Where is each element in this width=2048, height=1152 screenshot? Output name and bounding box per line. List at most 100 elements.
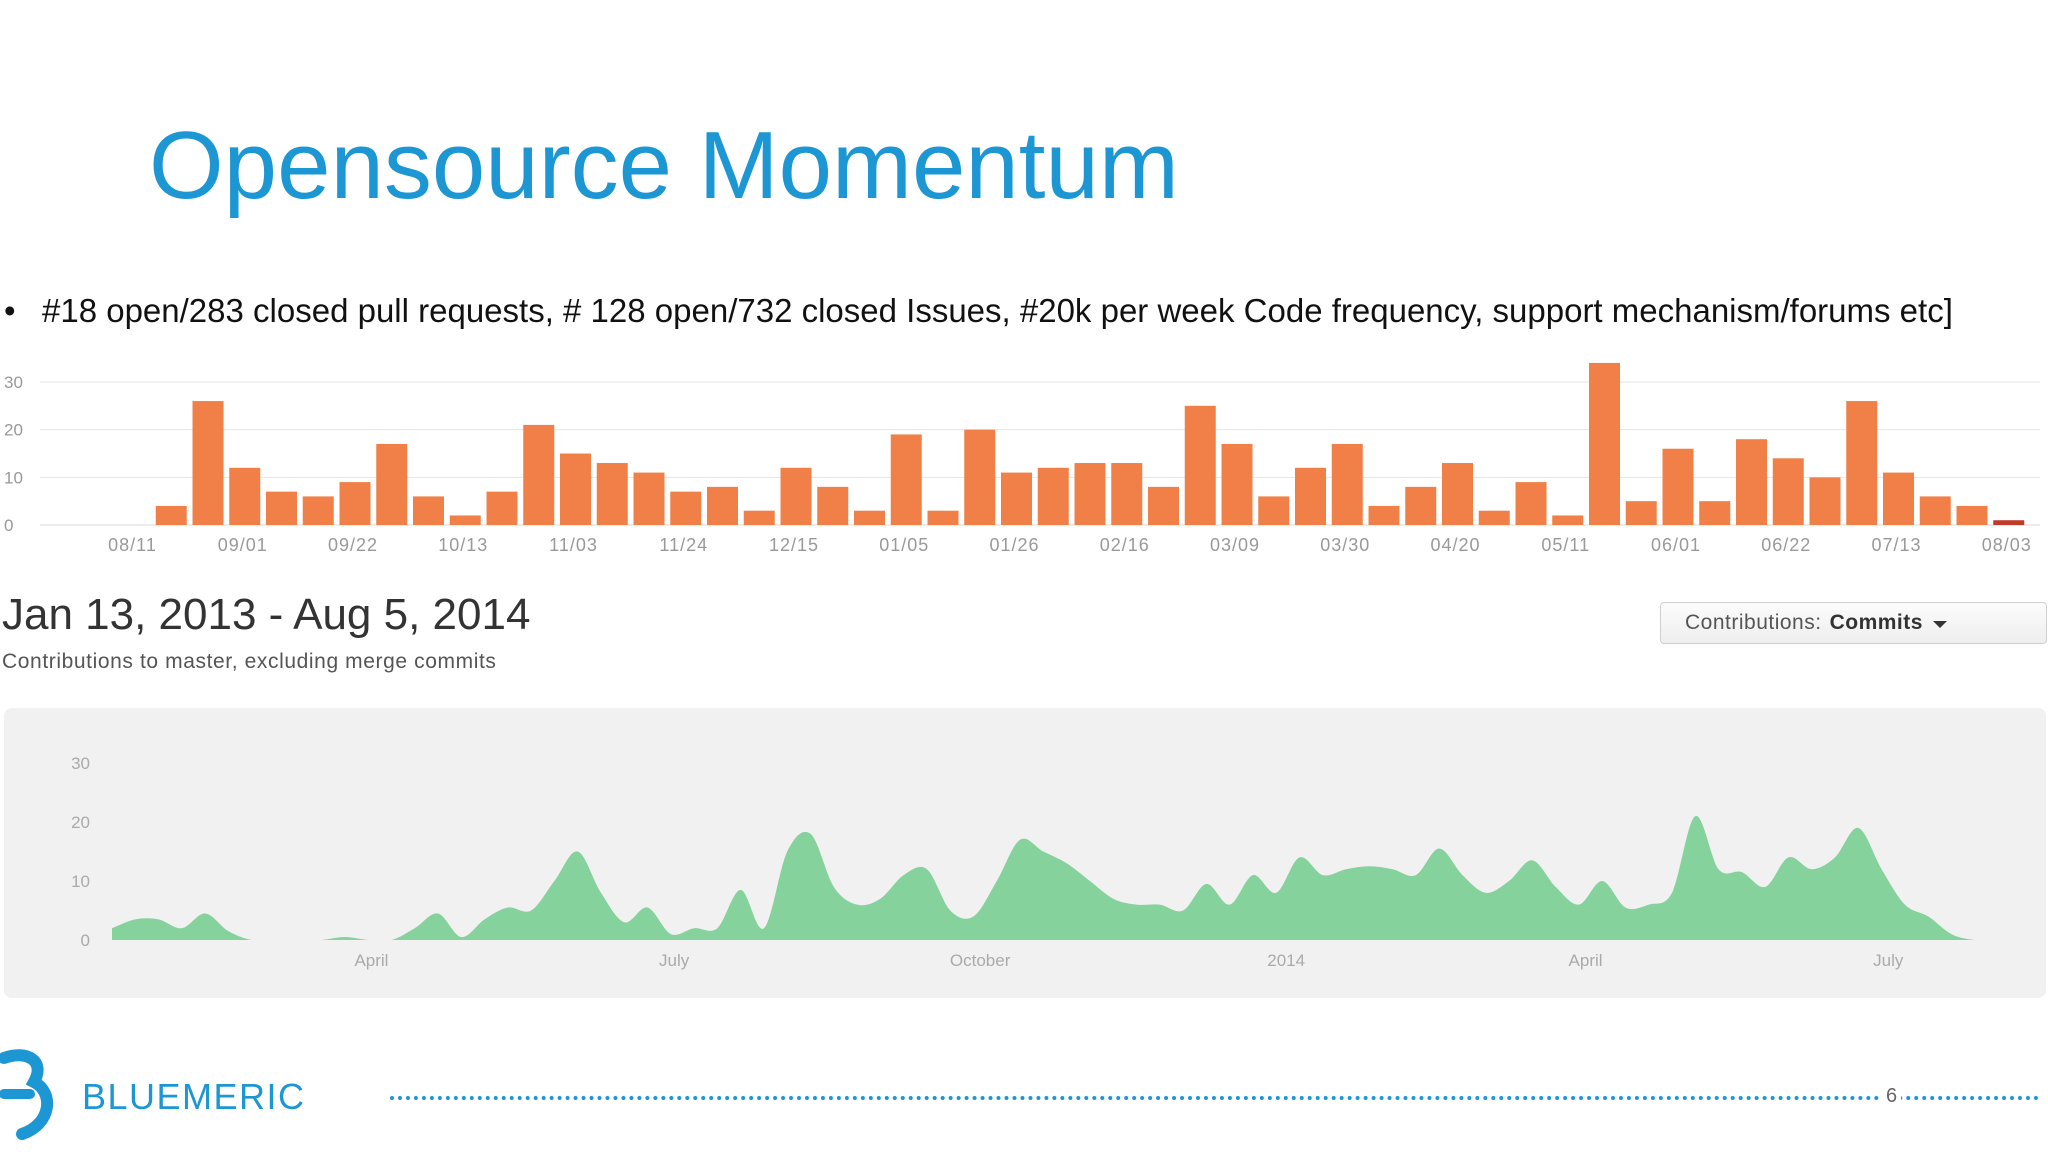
- bar-x-tick-label: 06/01: [1651, 535, 1701, 555]
- bar-x-tick-label: 03/30: [1320, 535, 1370, 555]
- bar-mark: [1846, 401, 1878, 525]
- bar-mark: [927, 510, 959, 525]
- bar-mark: [376, 443, 408, 525]
- bar-mark: [1111, 463, 1143, 525]
- area-x-tick-label: July: [1873, 951, 1904, 970]
- date-range-subtitle: Contributions to master, excluding merge…: [2, 650, 497, 673]
- area-y-tick-label: 30: [71, 754, 90, 773]
- date-range-heading: Jan 13, 2013 - Aug 5, 2014: [2, 590, 531, 639]
- bar-mark: [1074, 463, 1106, 525]
- bar-x-tick-label: 04/20: [1430, 535, 1480, 555]
- bar-mark: [192, 401, 224, 525]
- bullet-text: #18 open/283 closed pull requests, # 128…: [42, 292, 1953, 329]
- footer-divider: [390, 1096, 2040, 1100]
- bar-mark: [780, 467, 812, 525]
- bar-mark: [1258, 496, 1290, 525]
- bar-mark: [1772, 458, 1804, 525]
- bar-x-tick-label: 08/03: [1982, 535, 2032, 555]
- bar-x-tick-label: 11/03: [549, 535, 598, 555]
- slide-title: Opensource Momentum: [149, 112, 1179, 219]
- bar-mark: [1037, 467, 1069, 525]
- bar-mark: [670, 491, 702, 525]
- bar-mark: [486, 491, 518, 525]
- chevron-down-icon: [1932, 621, 1947, 628]
- bar-mark: [229, 467, 261, 525]
- bar-mark: [1001, 472, 1032, 525]
- bar-mark: [596, 463, 628, 525]
- bar-mark: [1148, 486, 1179, 525]
- bar-mark: [1368, 505, 1400, 525]
- bar-mark: [707, 486, 738, 525]
- contributions-label: Contributions:: [1685, 611, 1822, 634]
- contributions-dropdown[interactable]: Contributions: Commits: [1660, 602, 2047, 644]
- bar-mark: [266, 491, 297, 525]
- bar-x-tick-label: 10/13: [438, 535, 488, 555]
- bar-mark: [1515, 482, 1547, 525]
- bar-mark: [1331, 443, 1363, 525]
- area-x-tick-label: April: [354, 951, 388, 970]
- area-y-tick-label: 10: [71, 872, 90, 891]
- bar-x-tick-label: 03/09: [1210, 535, 1260, 555]
- area-x-tick-label: July: [659, 951, 690, 970]
- bar-x-tick-label: 06/22: [1761, 535, 1811, 555]
- contributions-value: Commits: [1829, 611, 1923, 634]
- bar-mark: [1883, 472, 1914, 525]
- bar-x-tick-label: 11/24: [659, 535, 708, 555]
- bar-x-tick-label: 01/05: [879, 535, 929, 555]
- bar-mark: [854, 510, 885, 525]
- bar-mark: [523, 424, 555, 525]
- bar-mark: [449, 515, 481, 525]
- bar-mark: [1699, 501, 1731, 525]
- bar-y-tick-label: 0: [4, 516, 13, 535]
- page-number: 6: [1882, 1085, 1902, 1108]
- bar-mark: [1405, 486, 1437, 525]
- area-y-tick-label: 20: [71, 813, 90, 832]
- bar-x-tick-label: 09/22: [328, 535, 378, 555]
- bar-mark: [339, 482, 371, 525]
- bar-mark: [633, 472, 665, 525]
- bar-mark: [1662, 448, 1694, 525]
- bar-mark: [1809, 477, 1841, 525]
- area-x-tick-label: October: [950, 951, 1011, 970]
- area-y-tick-label: 0: [81, 931, 90, 950]
- bar-x-tick-label: 05/11: [1541, 535, 1590, 555]
- bar-mark: [155, 505, 187, 525]
- bar-mark: [1736, 439, 1767, 525]
- area-series-commits: [112, 815, 1998, 940]
- bullet-point: • #18 open/283 closed pull requests, # 12…: [4, 292, 1953, 330]
- brand-name: BLUEMERIC: [82, 1076, 306, 1117]
- bar-y-tick-label: 30: [4, 373, 23, 392]
- contributions-area-chart: 0 10 20 30 April July October 2014 April July: [71, 754, 1998, 970]
- bar-mark: [1552, 515, 1584, 525]
- bar-mark: [1993, 520, 2025, 525]
- bar-mark: [817, 486, 849, 525]
- bar-mark: [743, 510, 775, 525]
- bar-x-tick-label: 07/13: [1871, 535, 1921, 555]
- bar-mark: [1184, 405, 1216, 525]
- bar-mark: [1589, 362, 1620, 525]
- bar-x-tick-label: 09/01: [218, 535, 268, 555]
- bar-mark: [1478, 510, 1510, 525]
- bar-mark: [1919, 496, 1951, 525]
- bar-mark: [1625, 501, 1657, 525]
- bar-mark: [964, 429, 996, 525]
- bar-x-tick-label: 12/15: [769, 535, 819, 555]
- weekly-commits-bar-chart: 0 10 20 30 08/11 09/01 09/22 10/13 11/03 11/24 12/…: [4, 362, 2040, 555]
- bar-mark: [890, 434, 922, 525]
- area-x-tick-label: April: [1569, 951, 1603, 970]
- bluemeric-logo-icon: [0, 1049, 54, 1140]
- bar-y-tick-label: 20: [4, 421, 23, 440]
- bar-mark: [413, 496, 444, 525]
- bar-mark: [560, 453, 591, 525]
- bar-mark: [1295, 467, 1326, 525]
- bar-x-tick-label: 02/16: [1100, 535, 1150, 555]
- area-x-tick-label: 2014: [1267, 951, 1305, 970]
- bar-mark: [1442, 463, 1473, 525]
- bar-mark: [1221, 443, 1253, 525]
- bullet-icon: •: [4, 292, 16, 329]
- bar-x-tick-label: 08/11: [108, 535, 157, 555]
- bar-mark: [302, 496, 334, 525]
- bar-y-tick-label: 10: [4, 468, 23, 487]
- bar-x-tick-label: 01/26: [989, 535, 1039, 555]
- bar-mark: [1956, 505, 1988, 525]
